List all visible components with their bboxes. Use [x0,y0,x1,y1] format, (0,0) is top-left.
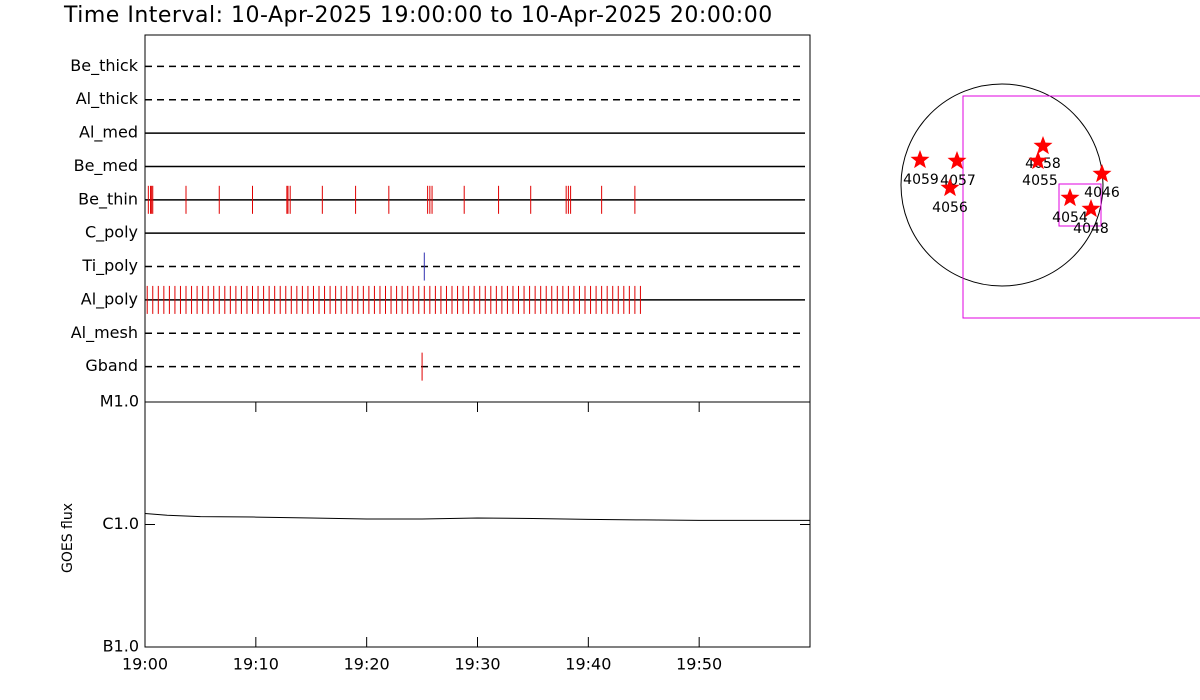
x-tick-label: 19:40 [565,655,611,674]
region-star [1081,199,1101,218]
region-label: 4048 [1073,221,1109,237]
y-tick-label: B1.0 [103,637,139,656]
filter-label: Gband [85,356,138,375]
chart-title: Time Interval: 10-Apr-2025 19:00:00 to 1… [63,3,773,28]
filter-label: Be_med [74,156,138,176]
region-star [910,150,930,169]
region-label: 4055 [1022,173,1058,189]
region-star [947,151,967,170]
filter-label: Al_thick [76,89,139,109]
solar-limb [900,83,1104,287]
filter-label: Al_med [79,123,138,143]
region-star [1060,188,1080,207]
region-label: 4056 [932,200,968,216]
region-label: 4046 [1084,185,1120,201]
x-tick-label: 19:20 [344,655,390,674]
fov-box [962,95,1200,319]
filter-panel-frame [144,34,811,403]
filter-label: Al_poly [81,289,138,309]
filter-label: Al_mesh [71,323,138,343]
region-star [1033,136,1053,155]
fov-box-small [1058,183,1102,227]
goes-panel-frame [144,401,811,648]
x-tick-label: 19:00 [122,655,168,674]
region-label: 4054 [1052,210,1088,226]
x-tick-label: 19:50 [676,655,722,674]
x-tick-label: 19:30 [454,655,500,674]
filter-label: C_poly [85,223,138,243]
filter-label: Be_thin [78,189,138,209]
y-axis-label: GOES flux [60,503,76,573]
filter-label: Ti_poly [81,256,138,276]
region-star [1092,164,1112,183]
region-label: 4059 [903,172,939,188]
x-tick-label: 19:10 [233,655,279,674]
goes-curve [144,512,810,521]
filter-label: Be_thick [70,56,138,76]
region-star [1028,151,1048,170]
region-star [940,178,960,197]
y-tick-label: C1.0 [102,514,139,533]
y-tick-label: M1.0 [100,392,139,411]
